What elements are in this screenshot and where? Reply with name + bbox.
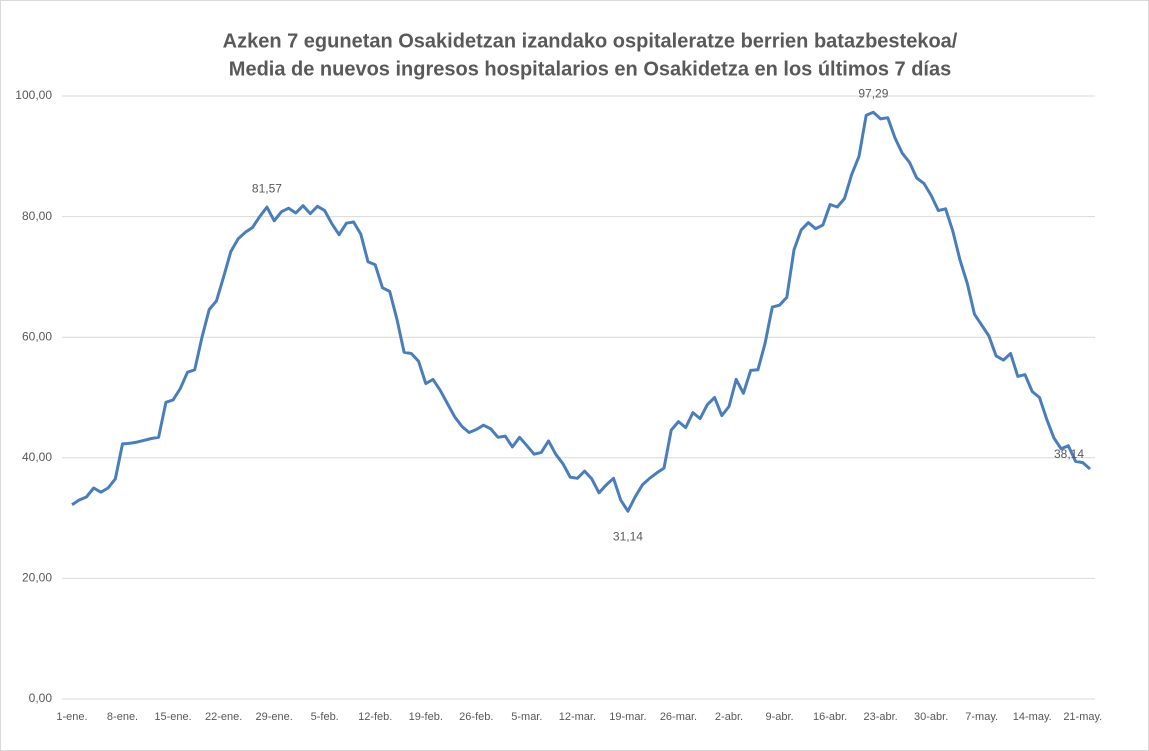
- y-tick-label: 40,00: [22, 450, 52, 464]
- x-tick-label: 5-feb.: [311, 711, 339, 723]
- x-tick-label: 9-abr.: [765, 711, 793, 723]
- data-label: 97,29: [858, 87, 888, 101]
- x-tick-label: 26-feb.: [459, 711, 493, 723]
- data-label: 81,57: [252, 181, 282, 195]
- x-tick-label: 21-may.: [1063, 711, 1102, 723]
- x-tick-label: 16-abr.: [813, 711, 847, 723]
- x-tick-label: 23-abr.: [863, 711, 897, 723]
- x-tick-label: 22-ene.: [205, 711, 242, 723]
- chart-title: Azken 7 egunetan Osakidetzan izandako os…: [223, 30, 958, 52]
- x-tick-label: 30-abr.: [914, 711, 948, 723]
- x-tick-label: 14-may.: [1013, 711, 1052, 723]
- y-tick-label: 60,00: [22, 329, 52, 343]
- data-label: 38,14: [1054, 447, 1084, 461]
- x-tick-label: 19-feb.: [409, 711, 443, 723]
- chart-title: Media de nuevos ingresos hospitalarios e…: [229, 58, 951, 80]
- x-tick-label: 5-mar.: [511, 711, 542, 723]
- x-tick-label: 19-mar.: [609, 711, 646, 723]
- data-label: 31,14: [613, 529, 643, 543]
- x-tick-label: 7-may.: [965, 711, 998, 723]
- y-tick-label: 20,00: [22, 571, 52, 585]
- x-tick-label: 15-ene.: [154, 711, 191, 723]
- y-tick-label: 100,00: [15, 88, 52, 102]
- x-tick-label: 26-mar.: [660, 711, 697, 723]
- y-tick-label: 80,00: [22, 209, 52, 223]
- x-tick-label: 1-ene.: [56, 711, 87, 723]
- x-tick-label: 2-abr.: [715, 711, 743, 723]
- x-tick-label: 12-feb.: [358, 711, 392, 723]
- x-tick-label: 12-mar.: [559, 711, 596, 723]
- x-tick-label: 8-ene.: [107, 711, 138, 723]
- data-line: [71, 110, 1091, 513]
- x-tick-label: 29-ene.: [255, 711, 292, 723]
- y-tick-label: 0,00: [29, 691, 53, 705]
